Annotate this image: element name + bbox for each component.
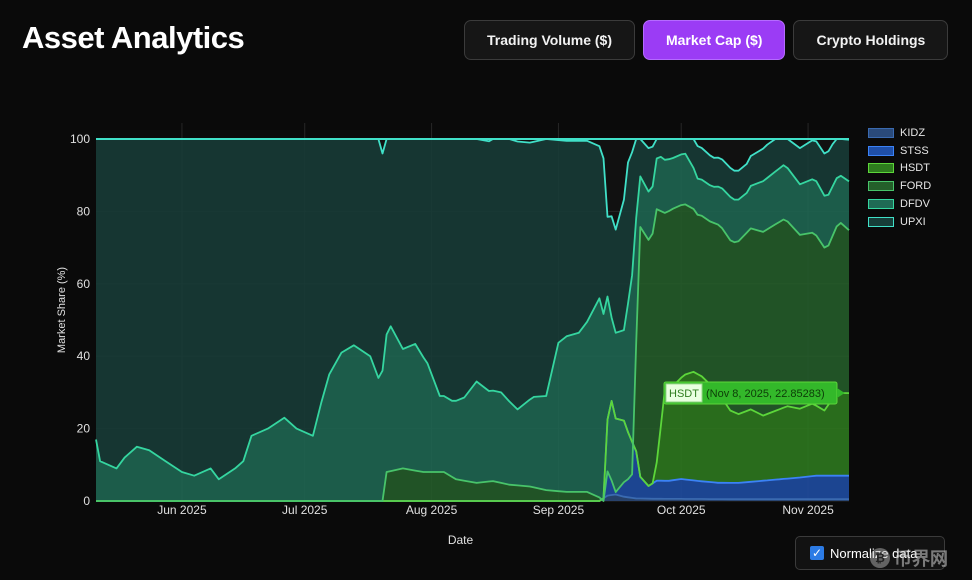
normalize-label: Normalize data xyxy=(830,545,918,561)
tab-trading-volume[interactable]: Trading Volume ($) xyxy=(464,20,635,60)
legend-swatch xyxy=(868,163,894,174)
tooltip-text: (Nov 8, 2025, 22.85283) xyxy=(706,388,825,400)
x-tick-label: Oct 2025 xyxy=(657,503,706,517)
checkbox-checked-icon[interactable]: ✓ xyxy=(810,546,824,560)
tab-crypto-holdings[interactable]: Crypto Holdings xyxy=(793,20,949,60)
x-axis-label: Date xyxy=(448,533,474,547)
watermark: ₿ 币界网 xyxy=(870,545,948,571)
chart-axes: 0 20 40 60 80 100 Jun 2025 Jul 2025 Aug 2025 Sep … xyxy=(56,132,834,547)
legend-item-upxi[interactable]: UPXI xyxy=(868,213,931,231)
x-tick-label: Jun 2025 xyxy=(157,503,207,517)
area-upxi xyxy=(96,139,849,480)
area-ford xyxy=(96,204,849,501)
y-tick-label: 60 xyxy=(77,277,91,291)
y-tick-label: 0 xyxy=(83,494,90,508)
y-tick-label: 100 xyxy=(70,132,90,146)
view-tabs: Trading Volume ($) Market Cap ($) Crypto… xyxy=(464,20,949,60)
legend-swatch xyxy=(868,181,894,192)
page-title: Asset Analytics xyxy=(22,20,245,55)
y-tick-label: 20 xyxy=(77,422,91,436)
legend-label: FORD xyxy=(900,180,932,193)
x-tick-label: Nov 2025 xyxy=(782,503,834,517)
area-hsdt xyxy=(96,371,849,501)
chart-tooltip: HSDT (Nov 8, 2025, 22.85283) xyxy=(663,381,845,405)
chart-areas xyxy=(96,139,849,501)
legend-label: UPXI xyxy=(900,215,926,228)
chart-lines xyxy=(95,138,850,502)
legend-label: DFDV xyxy=(900,198,930,211)
legend-label: HSDT xyxy=(900,162,930,175)
tab-market-cap[interactable]: Market Cap ($) xyxy=(642,20,786,60)
tooltip-series: HSDT xyxy=(669,388,699,400)
legend-item-stss[interactable]: STSS xyxy=(868,142,931,160)
legend-swatch xyxy=(868,145,894,156)
legend-swatch xyxy=(868,216,894,227)
line-dfdv xyxy=(95,152,850,481)
x-tick-label: Sep 2025 xyxy=(533,503,585,517)
y-tick-label: 80 xyxy=(77,204,91,218)
tooltip-pointer xyxy=(837,387,845,398)
legend-item-hsdt[interactable]: HSDT xyxy=(868,160,931,178)
legend-swatch xyxy=(868,199,894,210)
x-tick-label: Jul 2025 xyxy=(282,503,328,517)
y-tick-label: 40 xyxy=(77,349,91,363)
legend-label: KIDZ xyxy=(900,126,926,139)
chart-legend: KIDZ STSS HSDT FORD DFDV UPXI xyxy=(868,124,931,231)
normalize-toggle[interactable]: ✓ Normalize data xyxy=(795,536,945,570)
x-tick-label: Aug 2025 xyxy=(406,503,458,517)
legend-swatch xyxy=(868,127,894,138)
area-dfdv xyxy=(96,153,849,501)
watermark-text: 币界网 xyxy=(894,549,948,569)
y-axis-label: Market Share (%) xyxy=(56,267,68,353)
area-stss xyxy=(96,400,849,501)
legend-item-kidz[interactable]: KIDZ xyxy=(868,124,931,142)
tooltip-series-box xyxy=(665,383,703,403)
line-ford xyxy=(96,203,850,502)
legend-item-ford[interactable]: FORD xyxy=(868,177,931,195)
legend-item-dfdv[interactable]: DFDV xyxy=(868,195,931,213)
bitcoin-icon: ₿ xyxy=(870,548,890,568)
legend-label: STSS xyxy=(900,144,929,157)
